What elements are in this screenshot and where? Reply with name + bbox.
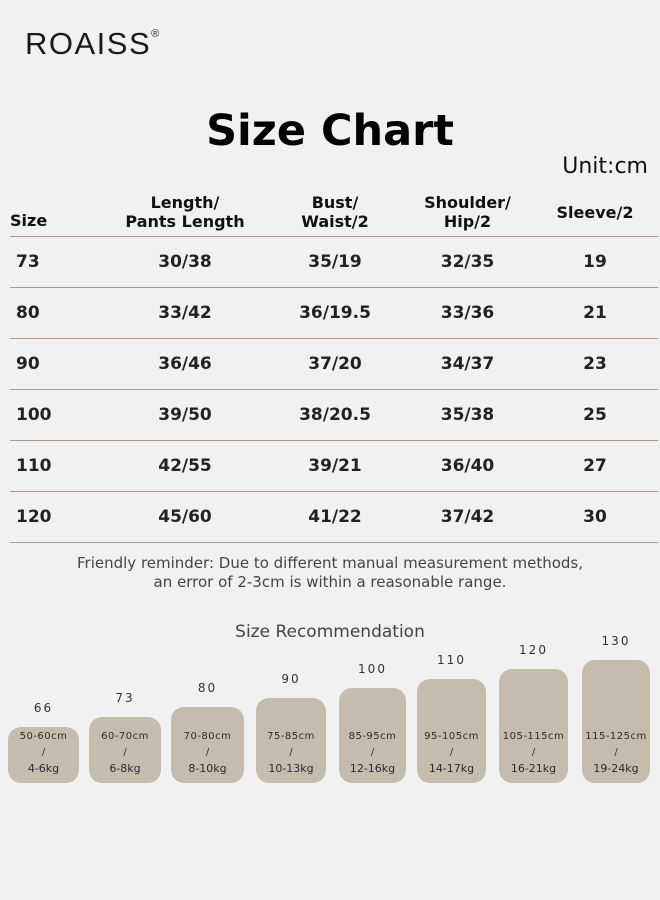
recommendation-item: 80 70-80cm / 8-10kg xyxy=(171,681,244,783)
recommendation-box: 95-105cm / 14-17kg xyxy=(417,679,486,783)
recommendation-box: 75-85cm / 10-13kg xyxy=(256,698,326,783)
recommendation-weight: 14-17kg xyxy=(428,762,475,775)
recommendation-height: 115-125cm xyxy=(585,731,647,742)
recommendation-size: 100 xyxy=(358,662,387,676)
table-cell: 39/50 xyxy=(158,405,212,425)
recommendation-box: 85-95cm / 12-16kg xyxy=(339,688,406,783)
table-cell: 80 xyxy=(16,303,40,323)
table-cell: 37/42 xyxy=(440,507,495,527)
recommendation-weight: 6-8kg xyxy=(109,762,141,775)
recommendation-size: 90 xyxy=(281,672,301,686)
table-cell: 73 xyxy=(16,252,40,272)
table-cell: 35/38 xyxy=(440,405,495,425)
header-size: Size xyxy=(10,210,48,230)
recommendation-item: 73 60-70cm / 6-8kg xyxy=(89,691,161,783)
recommendation-separator: / xyxy=(614,747,618,758)
table-header: Size Length/ Pants Length Bust/ Waist/2 … xyxy=(10,188,658,237)
table-cell: 33/36 xyxy=(440,303,495,323)
table-cell: 90 xyxy=(16,354,40,374)
table-cell: 36/19.5 xyxy=(299,303,371,323)
recommendation-height: 70-80cm xyxy=(183,731,232,742)
recommendation-weight: 12-16kg xyxy=(349,762,396,775)
reminder-note: Friendly reminder: Due to different manu… xyxy=(77,554,583,591)
recommendation-weight: 4-6kg xyxy=(27,762,60,775)
recommendation-separator: / xyxy=(41,747,46,758)
recommendation-item: 90 75-85cm / 10-13kg xyxy=(256,672,326,783)
recommendation-item: 66 50-60cm / 4-6kg xyxy=(8,701,79,783)
header-shoulder: Shoulder/ Hip/2 xyxy=(424,193,511,231)
table-row: 80 33/42 36/19.5 33/36 21 xyxy=(10,288,658,339)
recommendation-height: 95-105cm xyxy=(424,731,479,742)
recommendation-size: 80 xyxy=(197,681,218,695)
recommendation-separator: / xyxy=(205,747,210,758)
recommendation-weight: 19-24kg xyxy=(593,762,639,775)
recommendation-box: 50-60cm / 4-6kg xyxy=(8,727,79,783)
recommendation-weight: 8-10kg xyxy=(188,762,227,775)
recommendation-separator: / xyxy=(449,747,454,758)
table-cell: 19 xyxy=(583,252,607,272)
recommendation-size: 130 xyxy=(601,634,631,648)
header-length: Length/ Pants Length xyxy=(125,193,245,231)
recommendation-separator: / xyxy=(123,747,127,758)
table-cell: 38/20.5 xyxy=(299,405,371,425)
page-title: Size Chart xyxy=(206,106,454,156)
recommendation-size: 120 xyxy=(519,643,548,657)
recommendation-box: 60-70cm / 6-8kg xyxy=(89,717,161,783)
recommendation-height: 75-85cm xyxy=(267,731,315,742)
recommendation-height: 60-70cm xyxy=(101,731,149,742)
table-cell: 27 xyxy=(583,456,607,476)
brand-logo: ROAISS® xyxy=(25,26,161,61)
recommendation-size: 66 xyxy=(33,701,54,715)
table-cell: 34/37 xyxy=(440,354,495,374)
table-cell: 110 xyxy=(16,456,52,476)
recommendation-box: 70-80cm / 8-10kg xyxy=(171,707,244,783)
recommendation-weight: 16-21kg xyxy=(510,762,557,775)
size-table: Size Length/ Pants Length Bust/ Waist/2 … xyxy=(10,188,658,543)
table-row: 73 30/38 35/19 32/35 19 xyxy=(10,237,658,288)
recommendation-separator: / xyxy=(289,747,293,758)
table-row: 100 39/50 38/20.5 35/38 25 xyxy=(10,390,658,441)
table-cell: 33/42 xyxy=(158,303,212,323)
table-cell: 36/46 xyxy=(158,354,212,374)
recommendation-height: 85-95cm xyxy=(348,731,397,742)
table-cell: 23 xyxy=(583,354,607,374)
recommendation-height: 50-60cm xyxy=(19,731,68,742)
table-cell: 100 xyxy=(16,405,52,425)
table-cell: 41/22 xyxy=(308,507,362,527)
recommendation-size: 110 xyxy=(437,653,466,667)
table-row: 90 36/46 37/20 34/37 23 xyxy=(10,339,658,390)
header-sleeve: Sleeve/2 xyxy=(556,202,634,222)
recommendation-box: 115-125cm / 19-24kg xyxy=(582,660,650,783)
table-cell: 42/55 xyxy=(158,456,212,476)
unit-label: Unit:cm xyxy=(562,154,648,179)
table-row: 110 42/55 39/21 36/40 27 xyxy=(10,441,658,492)
table-cell: 30 xyxy=(583,507,607,527)
table-cell: 45/60 xyxy=(158,507,212,527)
table-cell: 36/40 xyxy=(440,456,495,476)
recommendation-size: 73 xyxy=(115,691,135,705)
table-cell: 35/19 xyxy=(308,252,362,272)
recommendation-height: 105-115cm xyxy=(502,731,565,742)
recommendation-separator: / xyxy=(370,747,375,758)
recommendation-item: 100 85-95cm / 12-16kg xyxy=(339,662,406,783)
recommendation-title: Size Recommendation xyxy=(235,622,425,642)
table-cell: 30/38 xyxy=(158,252,212,272)
recommendation-separator: / xyxy=(531,747,536,758)
recommendation-item: 130 115-125cm / 19-24kg xyxy=(582,634,650,783)
table-cell: 25 xyxy=(583,405,607,425)
table-cell: 37/20 xyxy=(308,354,362,374)
table-cell: 39/21 xyxy=(308,456,362,476)
table-cell: 120 xyxy=(16,507,52,527)
table-cell: 21 xyxy=(583,303,607,323)
header-bust: Bust/ Waist/2 xyxy=(301,193,369,231)
recommendation-box: 105-115cm / 16-21kg xyxy=(499,669,568,783)
table-cell: 32/35 xyxy=(440,252,495,272)
recommendation-weight: 10-13kg xyxy=(268,762,314,775)
recommendation-item: 120 105-115cm / 16-21kg xyxy=(499,643,568,783)
table-row: 120 45/60 41/22 37/42 30 xyxy=(10,492,658,543)
recommendation-item: 110 95-105cm / 14-17kg xyxy=(417,653,486,783)
